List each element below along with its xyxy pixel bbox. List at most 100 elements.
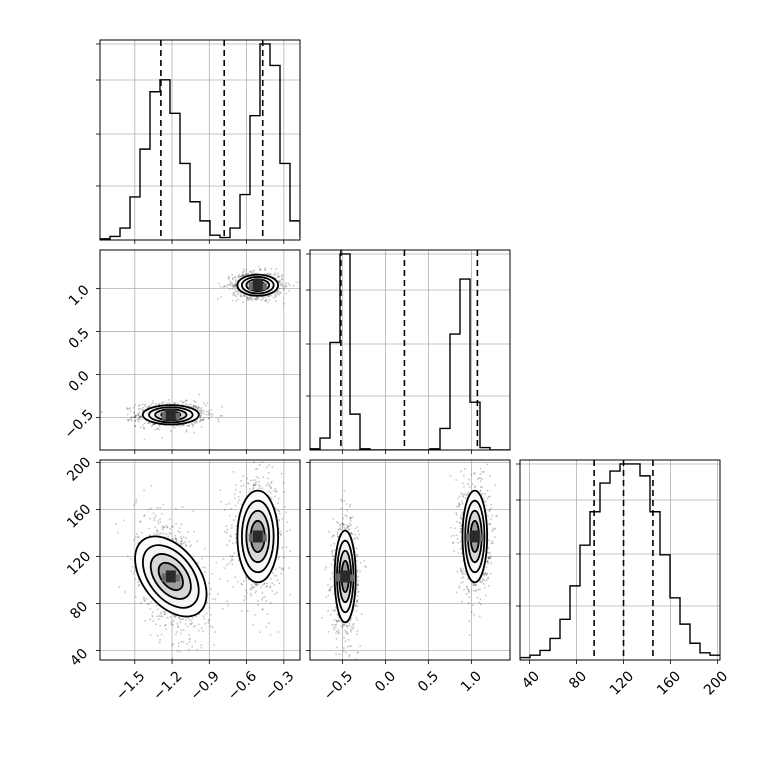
scatter-x-z-point — [184, 541, 186, 543]
scatter-y-z-point — [358, 534, 360, 536]
scatter-x-z-point — [188, 649, 190, 651]
scatter-y-z-point — [359, 571, 361, 573]
scatter-y-z-point — [332, 535, 334, 537]
scatter-x-z-point — [231, 559, 233, 561]
scatter-x-z-point — [234, 498, 236, 500]
scatter-y-z-point — [461, 501, 463, 503]
hist-x-step — [100, 44, 310, 240]
scatter-x-y-point — [195, 401, 197, 403]
scatter-x-y-point — [245, 269, 247, 271]
scatter-x-z-point — [132, 566, 134, 568]
scatter-x-y-point — [280, 284, 282, 286]
scatter-x-y-point — [208, 418, 210, 420]
scatter-x-z-point — [180, 633, 182, 635]
hist-x-bar — [290, 221, 300, 240]
scatter-x-y-point — [229, 288, 231, 290]
scatter-x-y-point — [143, 407, 145, 409]
scatter-x-y-point — [238, 277, 240, 279]
scatter-x-y-point — [210, 409, 212, 411]
scatter-x-z-point — [136, 499, 138, 501]
scatter-x-z-point — [232, 564, 234, 566]
scatter-x-y-point — [270, 268, 272, 270]
hist-x-bar — [170, 113, 180, 240]
scatter-x-y-point — [227, 284, 229, 286]
scatter-x-z-point — [250, 593, 252, 595]
scatter-x-z-point — [223, 558, 225, 560]
scatter-x-z-point — [272, 466, 274, 468]
scatter-x-y-point — [159, 425, 161, 427]
scatter-x-z-point — [181, 543, 183, 545]
scatter-x-z-point — [202, 630, 204, 632]
scatter-x-y-point — [192, 426, 194, 428]
scatter-x-y-point — [243, 275, 245, 277]
scatter-x-z-point — [212, 573, 214, 575]
scatter-y-z-point — [330, 545, 332, 547]
scatter-y-z-point — [350, 524, 352, 526]
scatter-x-z-point — [252, 488, 254, 490]
scatter-x-z-point — [201, 558, 203, 560]
scatter-y-z-point — [338, 629, 340, 631]
scatter-x-y-point — [144, 422, 146, 424]
scatter-x-z-point — [268, 484, 270, 486]
scatter-y-z-point — [346, 515, 348, 517]
scatter-y-z-point — [466, 593, 468, 595]
scatter-x-z-point — [170, 623, 172, 625]
scatter-x-z-point — [232, 543, 234, 545]
scatter-x-y-point — [220, 415, 222, 417]
scatter-y-z-point — [352, 516, 354, 518]
scatter-y-z-point — [480, 477, 482, 479]
scatter-x-z-point — [275, 488, 277, 490]
scatter-x-y-point — [203, 410, 205, 412]
scatter-x-z-point — [234, 493, 236, 495]
scatter-x-y-point — [235, 295, 237, 297]
scatter-x-z-point — [167, 535, 169, 537]
scatter-x-z-point — [282, 567, 284, 569]
scatter-y-z-point — [473, 614, 475, 616]
scatter-x-z-point — [196, 616, 198, 618]
scatter-x-z-point — [159, 519, 161, 521]
scatter-x-z-point — [226, 601, 228, 603]
scatter-y-z-point — [354, 528, 356, 530]
scatter-x-z-point — [267, 478, 269, 480]
scatter-x-y-point — [276, 268, 278, 270]
scatter-x-z-point — [161, 612, 163, 614]
scatter-x-z-point — [262, 453, 264, 455]
scatter-x-z-point — [204, 567, 206, 569]
scatter-x-z-point — [234, 576, 236, 578]
scatter-x-z-point — [226, 504, 228, 506]
scatter-y-z-point — [328, 594, 330, 596]
hist-x-bar — [300, 236, 310, 240]
scatter-x-z-point — [183, 641, 185, 643]
scatter-y-z-point — [487, 464, 489, 466]
scatter-x-z-point — [262, 592, 264, 594]
scatter-x-y-point — [161, 437, 163, 439]
scatter-x-y-point — [156, 428, 158, 430]
scatter-x-z-point — [158, 615, 160, 617]
scatter-x-z-point — [274, 575, 276, 577]
scatter-x-y-point — [275, 274, 277, 276]
scatter-x-z-point — [189, 634, 191, 636]
scatter-x-z-point — [281, 547, 283, 549]
scatter-x-z-point — [281, 573, 283, 575]
scatter-y-z-point — [352, 624, 354, 626]
scatter-x-y-point — [280, 292, 282, 294]
scatter-y-z-point — [336, 521, 338, 523]
scatter-x-z-point — [191, 622, 193, 624]
scatter-x-y-point — [137, 414, 139, 416]
scatter-x-z-point — [249, 488, 251, 490]
scatter-y-z-point — [337, 533, 339, 535]
scatter-x-z-point — [262, 584, 264, 586]
scatter-y-z-point — [348, 529, 350, 531]
scatter-x-z-point — [181, 538, 183, 540]
hist-y-bar — [320, 438, 330, 450]
hist-y-bar — [350, 414, 360, 450]
scatter-y-z-point — [487, 498, 489, 500]
scatter-y-z-point — [333, 626, 335, 628]
scatter-x-z-point — [188, 541, 190, 543]
hist-x-bar — [260, 44, 270, 240]
scatter-x-z-point — [156, 530, 158, 532]
scatter-x-z-point — [149, 619, 151, 621]
scatter-x-z-point — [275, 568, 277, 570]
scatter-x-y-point — [279, 281, 281, 283]
scatter-x-z-point — [185, 545, 187, 547]
